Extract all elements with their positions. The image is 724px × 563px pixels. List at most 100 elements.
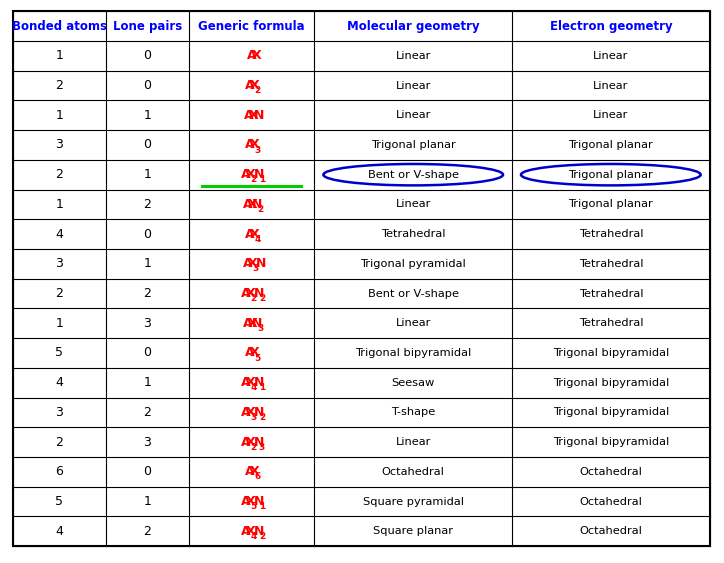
Text: A: A xyxy=(241,495,251,508)
Text: Linear: Linear xyxy=(593,51,628,61)
Text: N: N xyxy=(254,168,264,181)
Text: Electron geometry: Electron geometry xyxy=(550,20,672,33)
Text: T-shape: T-shape xyxy=(391,408,435,417)
Text: Trigonal bipyramidal: Trigonal bipyramidal xyxy=(552,408,669,417)
Text: A: A xyxy=(241,436,251,449)
Text: 2: 2 xyxy=(259,532,265,541)
Text: Trigonal bipyramidal: Trigonal bipyramidal xyxy=(355,348,471,358)
Text: A: A xyxy=(244,109,254,122)
Text: X: X xyxy=(248,317,257,330)
Text: X: X xyxy=(250,79,259,92)
Text: 4: 4 xyxy=(251,532,257,541)
Text: 2: 2 xyxy=(259,294,265,303)
Text: Octahedral: Octahedral xyxy=(579,497,642,507)
Text: 2: 2 xyxy=(55,79,63,92)
Text: 3: 3 xyxy=(259,443,265,452)
Text: Octahedral: Octahedral xyxy=(579,467,642,477)
Text: 2: 2 xyxy=(143,287,151,300)
Text: 1: 1 xyxy=(143,495,151,508)
Text: N: N xyxy=(252,317,263,330)
Text: 1: 1 xyxy=(143,257,151,270)
Text: Octahedral: Octahedral xyxy=(579,526,642,536)
Text: 0: 0 xyxy=(143,79,151,92)
Text: 0: 0 xyxy=(143,138,151,151)
Text: 2: 2 xyxy=(259,413,265,422)
Text: Linear: Linear xyxy=(395,51,431,61)
Text: X: X xyxy=(245,406,256,419)
Text: A: A xyxy=(241,406,251,419)
Text: X: X xyxy=(248,198,257,211)
Text: X: X xyxy=(250,466,259,479)
Text: 2: 2 xyxy=(251,175,257,184)
Text: Square planar: Square planar xyxy=(373,526,453,536)
Text: 1: 1 xyxy=(259,502,265,511)
Text: N: N xyxy=(256,257,266,270)
Text: Linear: Linear xyxy=(395,318,431,328)
Text: 1: 1 xyxy=(55,317,63,330)
Text: Trigonal planar: Trigonal planar xyxy=(568,199,653,209)
Text: Trigonal planar: Trigonal planar xyxy=(371,140,455,150)
Text: Generic formula: Generic formula xyxy=(198,20,305,33)
Text: 2: 2 xyxy=(55,436,63,449)
Text: Trigonal pyramidal: Trigonal pyramidal xyxy=(361,259,466,269)
Text: N: N xyxy=(254,287,264,300)
Text: N: N xyxy=(254,495,264,508)
Text: 0: 0 xyxy=(143,466,151,479)
Text: 2: 2 xyxy=(251,443,257,452)
Text: X: X xyxy=(250,227,259,240)
Text: 2: 2 xyxy=(257,205,264,214)
Text: A: A xyxy=(247,50,256,62)
Text: A: A xyxy=(245,79,255,92)
Text: A: A xyxy=(243,317,252,330)
Text: Tetrahedral: Tetrahedral xyxy=(578,318,643,328)
Text: 4: 4 xyxy=(55,525,63,538)
Text: A: A xyxy=(241,525,251,538)
Text: X: X xyxy=(251,50,261,62)
Text: 3: 3 xyxy=(252,265,258,274)
Text: Tetrahedral: Tetrahedral xyxy=(578,259,643,269)
Text: Linear: Linear xyxy=(593,81,628,91)
Text: A: A xyxy=(241,287,251,300)
Text: 4: 4 xyxy=(255,235,261,244)
Text: 0: 0 xyxy=(143,346,151,359)
Text: X: X xyxy=(249,109,258,122)
Text: 5: 5 xyxy=(255,354,261,363)
Text: X: X xyxy=(245,525,256,538)
Text: N: N xyxy=(254,525,264,538)
Text: Bonded atoms: Bonded atoms xyxy=(12,20,107,33)
Text: 1: 1 xyxy=(55,109,63,122)
Text: A: A xyxy=(245,466,255,479)
Text: 3: 3 xyxy=(257,324,264,333)
Text: 2: 2 xyxy=(55,287,63,300)
Text: 4: 4 xyxy=(251,383,257,392)
Text: 2: 2 xyxy=(143,198,151,211)
Text: X: X xyxy=(248,257,257,270)
Text: Trigonal planar: Trigonal planar xyxy=(568,140,653,150)
Text: 1: 1 xyxy=(55,50,63,62)
Text: N: N xyxy=(254,436,264,449)
Text: X: X xyxy=(245,168,256,181)
Text: A: A xyxy=(245,227,255,240)
Text: 3: 3 xyxy=(55,406,63,419)
Text: X: X xyxy=(245,287,256,300)
Text: A: A xyxy=(245,138,255,151)
Text: 3: 3 xyxy=(143,317,151,330)
Text: X: X xyxy=(250,346,259,359)
Text: Linear: Linear xyxy=(395,199,431,209)
Text: X: X xyxy=(245,495,256,508)
Text: 4: 4 xyxy=(55,376,63,389)
Text: 1: 1 xyxy=(259,175,265,184)
Text: Trigonal bipyramidal: Trigonal bipyramidal xyxy=(552,348,669,358)
Text: A: A xyxy=(243,257,252,270)
Text: Seesaw: Seesaw xyxy=(392,378,435,388)
Text: A: A xyxy=(245,346,255,359)
Text: Trigonal planar: Trigonal planar xyxy=(568,169,653,180)
Text: 2: 2 xyxy=(143,406,151,419)
Text: Trigonal bipyramidal: Trigonal bipyramidal xyxy=(552,378,669,388)
Text: N: N xyxy=(252,198,263,211)
Text: X: X xyxy=(250,138,259,151)
Text: A: A xyxy=(241,376,251,389)
Text: X: X xyxy=(245,376,256,389)
Text: Bent or V-shape: Bent or V-shape xyxy=(368,289,459,298)
Text: 1: 1 xyxy=(143,376,151,389)
